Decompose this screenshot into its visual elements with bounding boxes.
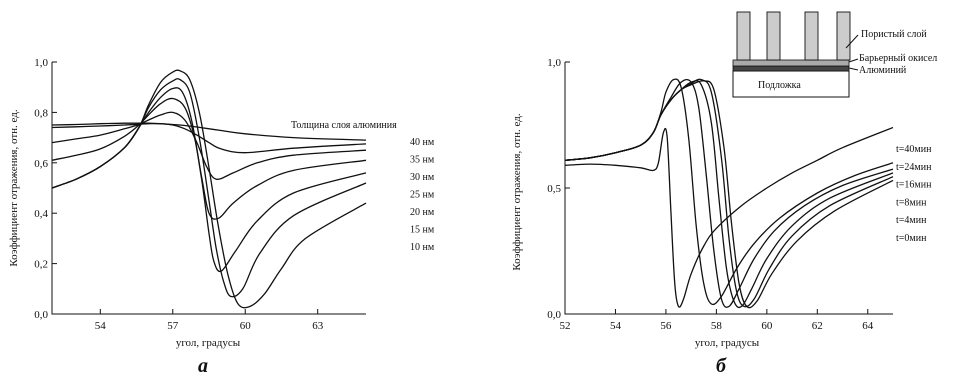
inset-pore-column — [736, 11, 751, 61]
inset-substrate — [732, 70, 850, 98]
legend-entry-a-1: 35 нм — [410, 155, 435, 166]
legend-entry-a-6: 10 нм — [410, 242, 435, 253]
legend-entry-b-0: t=40мин — [896, 144, 932, 155]
legend-entry-a-2: 30 нм — [410, 172, 435, 183]
inset-label-porous: Пористый слой — [861, 29, 927, 40]
series-line-a-2 — [51, 111, 367, 180]
x-tick-label: 60 — [240, 320, 252, 332]
chart-b-ylabel: Коэффициент отражения, отн. ед. — [511, 113, 523, 270]
y-tick-label: 0,0 — [34, 309, 48, 321]
layer-structure-inset: Пористый слой Барьерный окисел Алюминий … — [732, 11, 937, 98]
y-tick-label: 1,0 — [34, 57, 48, 69]
chart-b: 52 54 56 58 60 62 64 0,0 0,5 1,0 Коэффициент отра… — [511, 11, 937, 376]
chart-a-xlabel: угол, градусы — [176, 337, 241, 349]
x-tick-label: 56 — [660, 320, 672, 332]
series-line-a-3 — [51, 97, 367, 220]
y-tick-label: 0,0 — [547, 309, 561, 321]
x-tick-label: 63 — [312, 320, 324, 332]
y-tick-label: 0,8 — [34, 107, 48, 119]
x-tick-label: 62 — [812, 320, 823, 332]
x-tick-label: 54 — [95, 320, 107, 332]
series-line-a-1 — [51, 122, 367, 154]
inset-label-aluminum: Алюминий — [859, 65, 907, 76]
inset-label-barrier: Барьерный окисел — [859, 53, 937, 64]
inset-pore-column — [804, 11, 819, 61]
legend-entry-b-4: t=4мин — [896, 215, 927, 226]
x-tick-label: 64 — [862, 320, 874, 332]
chart-a-frame — [51, 62, 366, 315]
chart-a-panel-letter: а — [198, 355, 208, 376]
legend-entry-b-1: t=24мин — [896, 162, 932, 173]
chart-b-panel-letter: б — [716, 355, 727, 376]
legend-entry-b-5: t=0мин — [896, 233, 927, 244]
series-line-b-0 — [564, 126, 894, 308]
inset-leader-barrier — [848, 58, 859, 63]
inset-label-substrate: Подложка — [758, 80, 801, 91]
y-tick-label: 1,0 — [547, 57, 561, 69]
chart-a-ylabel: Коэффициент отражения, отн. ед. — [8, 109, 20, 266]
chart-a: 54 57 60 63 0,0 0,2 0,4 0,6 0,8 1,0 Коэффициент о… — [8, 57, 435, 376]
y-tick-label: 0,4 — [34, 208, 48, 220]
legend-entry-a-5: 15 нм — [410, 225, 435, 236]
series-line-a-6 — [51, 69, 367, 309]
chart-b-xlabel: угол, градусы — [695, 337, 760, 349]
legend-entry-a-3: 25 нм — [410, 190, 435, 201]
inset-pore-column — [766, 11, 781, 61]
legend-entry-b-3: t=8мин — [896, 197, 927, 208]
inset-pore-column — [836, 11, 851, 61]
x-tick-label: 57 — [167, 320, 179, 332]
x-tick-label: 60 — [761, 320, 773, 332]
x-tick-label: 52 — [560, 320, 571, 332]
chart-a-legend-title: Толщина слоя алюминия — [291, 120, 397, 131]
inset-barrier-layer — [732, 59, 850, 67]
x-tick-label: 54 — [610, 320, 622, 332]
legend-entry-b-2: t=16мин — [896, 180, 932, 191]
series-line-a-5 — [51, 78, 367, 298]
series-line-b-5 — [564, 80, 894, 309]
series-line-a-4 — [51, 87, 367, 273]
chart-b-frame — [564, 62, 893, 315]
inset-aluminum-layer — [732, 65, 850, 72]
x-tick-label: 58 — [711, 320, 723, 332]
inset-leader-porous — [845, 34, 859, 49]
y-tick-label: 0,6 — [34, 158, 48, 170]
inset-leader-aluminum — [848, 67, 859, 71]
y-tick-label: 0,2 — [34, 259, 48, 271]
y-tick-label: 0,5 — [547, 183, 561, 195]
legend-entry-a-4: 20 нм — [410, 207, 435, 218]
legend-entry-a-0: 40 нм — [410, 137, 435, 148]
